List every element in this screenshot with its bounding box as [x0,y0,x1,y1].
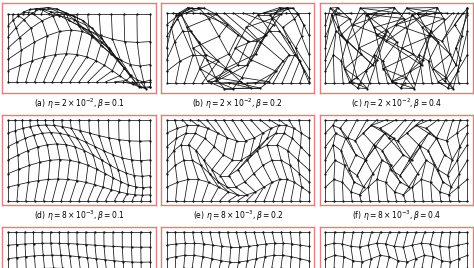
Text: (a) $\eta = 2 \times 10^{-2}, \beta = 0.1$: (a) $\eta = 2 \times 10^{-2}, \beta = 0.… [34,97,125,111]
Text: (c) $\eta = 2 \times 10^{-2}, \beta = 0.4$: (c) $\eta = 2 \times 10^{-2}, \beta = 0.… [351,97,442,111]
Text: (f) $\eta = 8 \times 10^{-3}, \beta = 0.4$: (f) $\eta = 8 \times 10^{-3}, \beta = 0.… [352,209,441,223]
Text: (d) $\eta = 8 \times 10^{-3}, \beta = 0.1$: (d) $\eta = 8 \times 10^{-3}, \beta = 0.… [34,209,125,223]
Text: (b) $\eta = 2 \times 10^{-2}, \beta = 0.2$: (b) $\eta = 2 \times 10^{-2}, \beta = 0.… [192,97,283,111]
Text: (e) $\eta = 8 \times 10^{-3}, \beta = 0.2$: (e) $\eta = 8 \times 10^{-3}, \beta = 0.… [192,209,283,223]
